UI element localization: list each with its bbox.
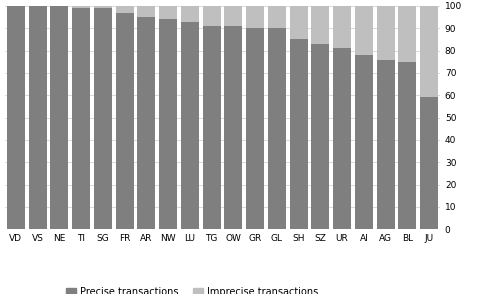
Bar — [333, 6, 351, 48]
Bar — [181, 21, 199, 229]
Bar — [224, 26, 242, 229]
Bar — [376, 59, 394, 229]
Bar — [116, 6, 134, 13]
Bar — [72, 6, 90, 8]
Bar — [246, 6, 264, 28]
Bar — [202, 6, 220, 26]
Bar — [398, 62, 416, 229]
Bar — [159, 19, 177, 229]
Bar — [420, 6, 438, 98]
Bar — [333, 48, 351, 229]
Bar — [94, 6, 112, 8]
Bar — [355, 55, 373, 229]
Bar — [72, 8, 90, 229]
Bar — [181, 6, 199, 21]
Bar — [312, 6, 330, 44]
Bar — [50, 6, 68, 229]
Bar — [202, 26, 220, 229]
Bar — [376, 6, 394, 59]
Bar — [159, 6, 177, 19]
Bar — [312, 44, 330, 229]
Bar — [7, 6, 25, 229]
Bar — [28, 6, 46, 229]
Bar — [355, 6, 373, 55]
Bar — [138, 17, 156, 229]
Bar — [94, 8, 112, 229]
Bar — [138, 6, 156, 17]
Bar — [290, 6, 308, 39]
Bar — [398, 6, 416, 62]
Bar — [116, 13, 134, 229]
Bar — [246, 28, 264, 229]
Bar — [290, 39, 308, 229]
Bar — [420, 98, 438, 229]
Legend: Precise transactions, Imprecise transactions: Precise transactions, Imprecise transact… — [62, 283, 322, 294]
Bar — [268, 28, 286, 229]
Bar — [224, 6, 242, 26]
Bar — [268, 6, 286, 28]
